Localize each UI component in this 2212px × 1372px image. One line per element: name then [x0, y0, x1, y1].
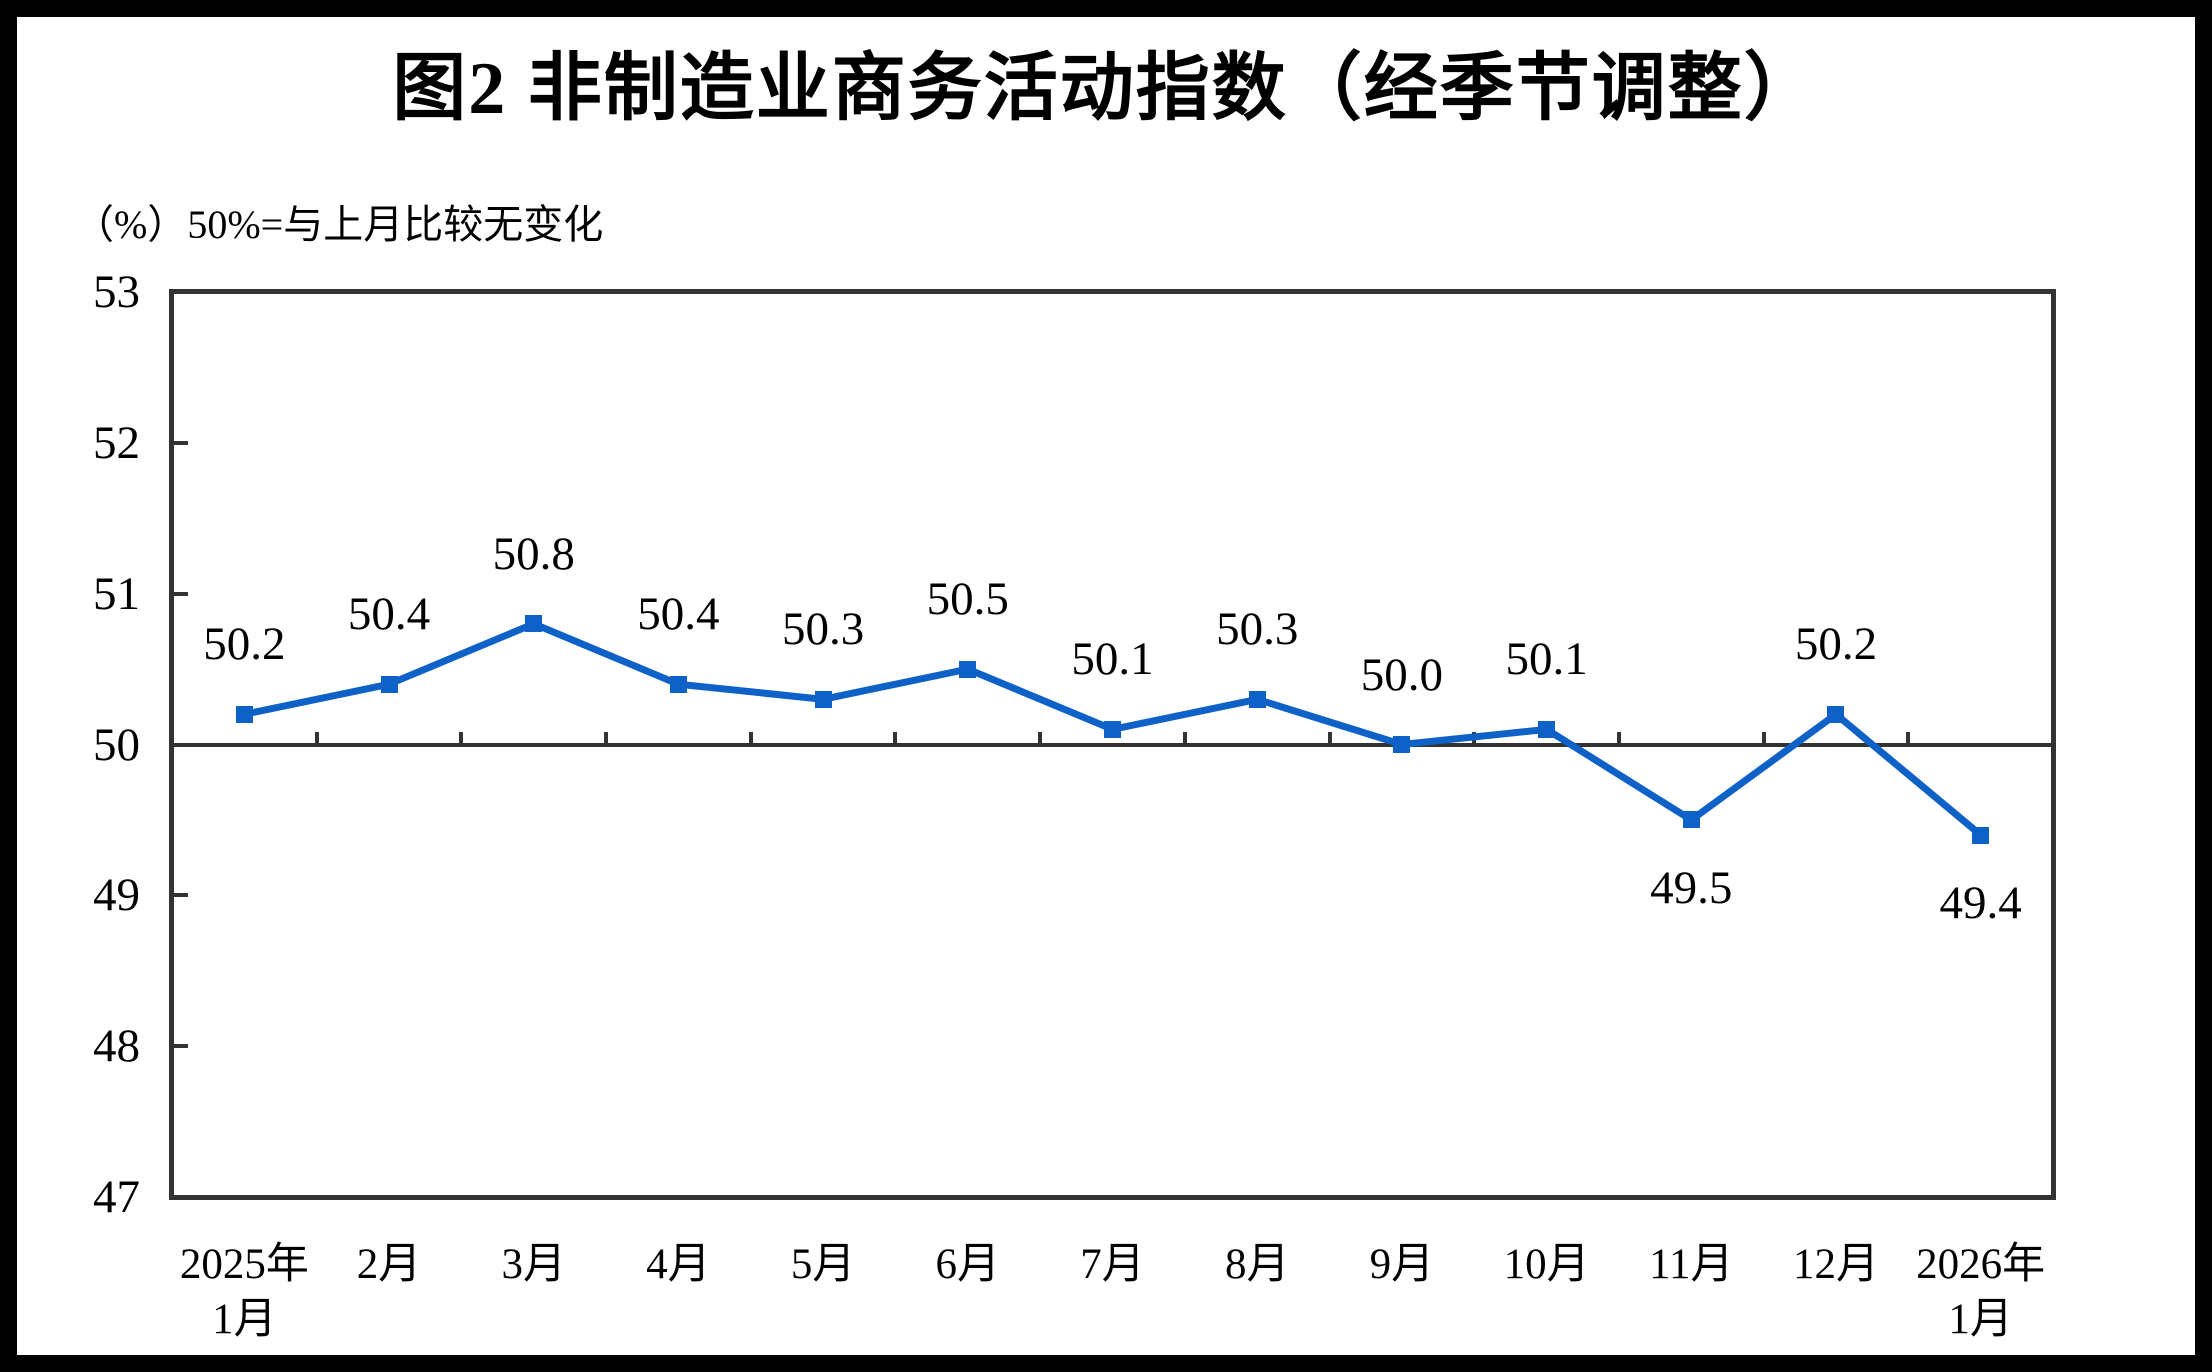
- x-axis-tick: [748, 731, 753, 747]
- data-point-label: 50.3: [1216, 603, 1299, 656]
- data-point-label: 50.0: [1360, 648, 1443, 701]
- data-point-label: 50.2: [203, 618, 286, 671]
- x-axis-tick: [1182, 731, 1187, 747]
- data-point-marker: [1538, 720, 1556, 738]
- data-point-label: 50.5: [926, 573, 1009, 626]
- data-point-marker: [525, 615, 543, 633]
- x-axis-tick: [604, 731, 609, 747]
- y-axis-tick-label: 53: [93, 266, 140, 318]
- x-axis-tick-label: 4月: [646, 1241, 711, 1288]
- x-axis-tick-label: 2月: [356, 1241, 422, 1288]
- data-point-marker: [1827, 705, 1845, 723]
- y-axis-tick-label: 48: [93, 1020, 140, 1073]
- x-axis-tick: [1761, 731, 1766, 747]
- data-point-marker: [669, 675, 687, 693]
- x-axis-tick: [1616, 731, 1621, 747]
- plot-area-frame: [169, 289, 2056, 1200]
- x-axis-tick: [893, 731, 898, 747]
- x-axis-tick: [314, 731, 319, 747]
- reference-line-50: [172, 743, 2053, 747]
- x-axis-tick: [459, 731, 464, 747]
- data-point-label: 49.4: [1939, 877, 2022, 929]
- data-point-label: 50.4: [347, 588, 431, 641]
- x-axis-tick-label: 3月: [501, 1241, 566, 1288]
- chart-unit-note: （%）50%=与上月比较无变化: [74, 202, 604, 247]
- data-point-label: 50.8: [492, 527, 575, 580]
- x-axis-tick-label: 5月: [790, 1241, 856, 1288]
- data-point-marker: [814, 690, 832, 708]
- x-axis-tick-label: 9月: [1369, 1241, 1435, 1288]
- data-point-label: 50.2: [1794, 618, 1878, 671]
- y-axis-tick: [172, 893, 188, 898]
- x-axis-tick-label: 11月: [1649, 1241, 1734, 1288]
- data-point-marker: [380, 675, 398, 693]
- y-axis-tick: [172, 591, 188, 596]
- y-axis-tick: [172, 440, 188, 445]
- data-point-label: 50.1: [1071, 633, 1154, 686]
- y-axis-tick-label: 47: [93, 1171, 140, 1223]
- y-axis-tick-label: 52: [93, 416, 140, 469]
- x-axis-tick-label: 2026年 1月: [1916, 1241, 2046, 1343]
- x-axis-tick: [1038, 731, 1043, 747]
- data-point-label: 50.3: [781, 603, 865, 656]
- x-axis-tick-label: 7月: [1080, 1241, 1145, 1288]
- data-point-marker: [1682, 811, 1700, 829]
- data-point-marker: [959, 660, 977, 678]
- x-axis-tick-label: 2025年 1月: [179, 1241, 309, 1343]
- data-point-label: 50.4: [637, 588, 720, 641]
- x-axis-tick-label: 8月: [1224, 1241, 1290, 1288]
- data-point-marker: [1104, 720, 1121, 738]
- data-point-label: 50.1: [1505, 633, 1588, 686]
- chart-title: 图2 非制造业商务活动指数（经季节调整）: [392, 48, 1820, 130]
- y-axis-tick-label: 49: [93, 869, 140, 922]
- x-axis-tick-label: 10月: [1503, 1241, 1590, 1288]
- data-point-marker: [1393, 736, 1411, 753]
- x-axis-tick: [1906, 731, 1911, 747]
- y-axis-tick-label: 50: [93, 718, 140, 771]
- data-point-marker: [1248, 690, 1266, 708]
- data-point-marker: [235, 705, 253, 723]
- x-axis-tick: [1327, 731, 1332, 747]
- data-point-marker: [1972, 826, 1990, 844]
- y-axis-tick: [172, 1044, 188, 1049]
- data-point-label: 49.5: [1650, 861, 1733, 914]
- y-axis-tick-label: 51: [93, 567, 140, 620]
- x-axis-tick-label: 12月: [1792, 1241, 1879, 1288]
- x-axis-tick-label: 6月: [935, 1241, 1001, 1288]
